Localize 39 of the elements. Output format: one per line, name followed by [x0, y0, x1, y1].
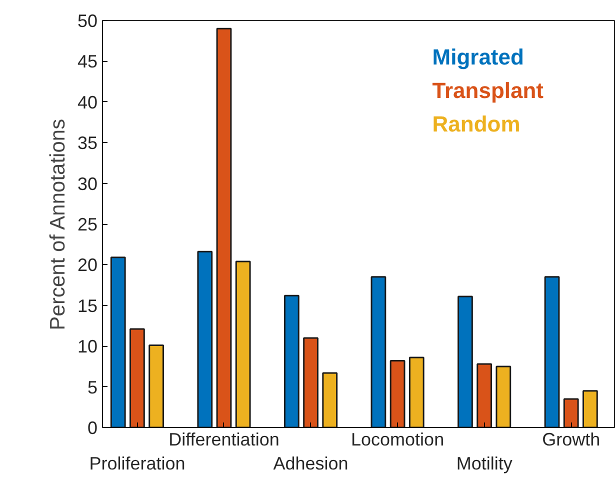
- bar: [544, 276, 560, 428]
- bar: [370, 276, 386, 428]
- bar: [110, 256, 126, 428]
- text: Random: [432, 111, 520, 136]
- x-tick-label: Growth: [542, 430, 600, 450]
- bar: [130, 328, 145, 428]
- y-axis-title: Percent of Annotations: [46, 118, 70, 330]
- y-tick-label: 40: [77, 92, 98, 112]
- y-tick-label: 15: [77, 296, 98, 316]
- bar: [390, 360, 406, 428]
- bar: [303, 337, 318, 428]
- bar: [322, 372, 338, 428]
- y-tick-label: 10: [77, 336, 98, 357]
- y-tick-label: 0: [87, 418, 98, 438]
- bar: [216, 28, 232, 428]
- y-tick-label: 50: [77, 11, 98, 31]
- x-tick-label: Motility: [456, 454, 512, 474]
- bar: [496, 366, 512, 428]
- bar: [476, 363, 492, 428]
- bar: [458, 296, 473, 428]
- y-tick-label: 20: [77, 255, 98, 276]
- bar: [148, 344, 164, 428]
- x-tick-label: Proliferation: [89, 454, 186, 474]
- text: Transplant: [432, 78, 544, 104]
- text: Migrated: [432, 44, 524, 70]
- bar: [563, 398, 579, 428]
- y-tick-label: 45: [77, 52, 98, 72]
- bar: [235, 260, 251, 428]
- y-tick-label: 5: [87, 377, 98, 398]
- x-tick-label: Locomotion: [351, 430, 444, 450]
- bar: [284, 294, 300, 428]
- bar: [408, 356, 424, 428]
- y-tick-label: 30: [77, 174, 98, 194]
- x-tick-label: Adhesion: [273, 454, 348, 474]
- y-tick-label: 25: [77, 214, 98, 234]
- bar: [582, 390, 598, 428]
- x-tick-label: Differentiation: [168, 430, 280, 450]
- y-tick-label: 35: [77, 133, 98, 154]
- bar: [197, 250, 213, 428]
